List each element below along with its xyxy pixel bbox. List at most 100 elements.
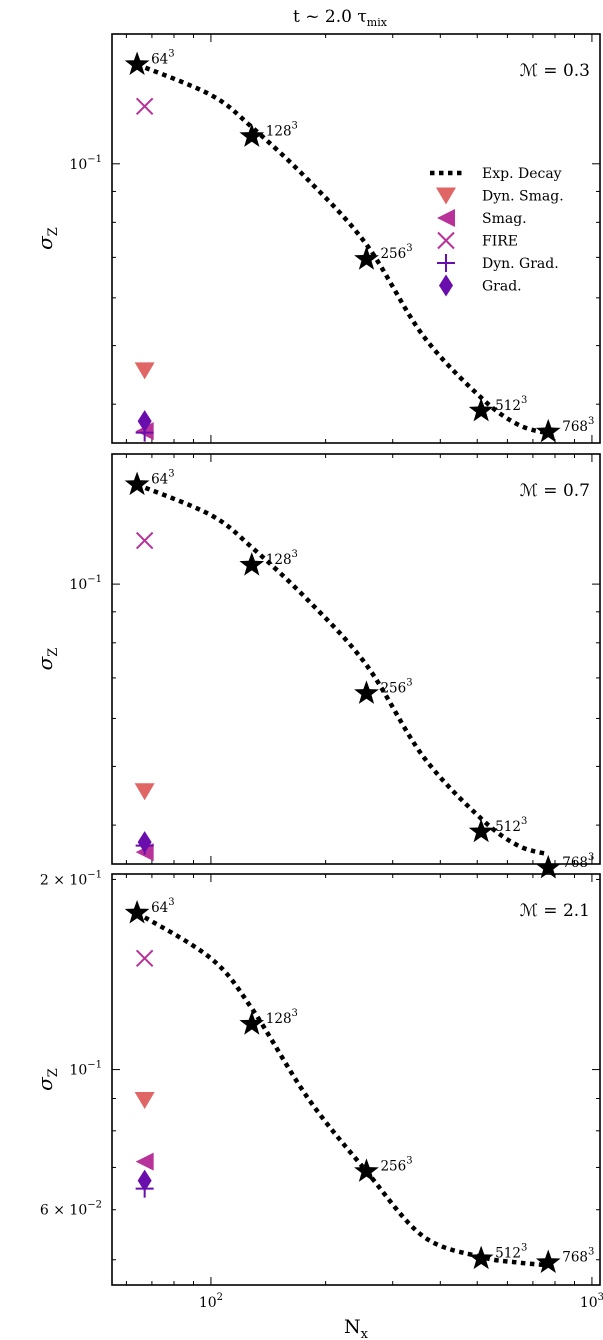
ylabel-main: σ [33, 235, 57, 250]
y-tick-label: 10−1 [69, 574, 102, 593]
resolution-star [239, 552, 265, 576]
x-ticks [125, 34, 593, 443]
resolution-star [354, 680, 379, 704]
legend-item: Exp. Decay [430, 166, 562, 182]
legend-item: Grad. [439, 274, 522, 297]
resolution-star [239, 123, 265, 147]
legend: Exp. Decay Dyn. Smag. Smag. FIRE Dyn. Grad. G… [430, 166, 564, 297]
x-tick-label-exponent: 2 [217, 1292, 223, 1303]
plot-frame [111, 873, 601, 1286]
resolution-star [124, 471, 150, 496]
plot-frame [111, 33, 601, 444]
resolution-label: 643 [151, 49, 175, 68]
resolution-label-base: 256 [380, 680, 406, 696]
y-ticks [112, 878, 600, 1261]
resolution-label: 2563 [380, 1155, 412, 1174]
resolution-star [535, 418, 561, 443]
resolution-label: 1283 [266, 549, 298, 568]
resolution-label-base: 256 [380, 1158, 406, 1174]
legend-label: Grad. [482, 279, 522, 295]
resolution-label-exponent: 3 [292, 549, 298, 560]
resolution-label-base: 64 [151, 52, 168, 68]
resolution-star [468, 1245, 494, 1270]
y-tick-label-base: 10 [69, 157, 87, 173]
x-ticks [125, 454, 593, 864]
y-tick-label-exponent: −1 [87, 869, 102, 880]
y-tick-label: 6 × 10−2 [40, 1200, 102, 1219]
resolution-star [535, 854, 561, 879]
y-axis-label: σZ [33, 1068, 61, 1091]
legend-symbol [437, 231, 455, 250]
y-axis-label: σZ [33, 648, 61, 671]
legend-item: Smag. [437, 209, 527, 227]
marker-fire [135, 97, 154, 116]
resolution-label: 7683 [562, 852, 594, 871]
resolution-star [124, 899, 150, 924]
y-tick-label-base: 2 × 10 [40, 872, 87, 888]
resolution-label-base: 512 [495, 398, 521, 414]
resolution-label: 1283 [266, 120, 298, 139]
resolution-star [354, 246, 379, 270]
plot-frame [111, 453, 601, 865]
marker-grad [137, 1169, 152, 1192]
marker-dyn-smag [134, 783, 155, 801]
resolution-label: 7683 [562, 1246, 594, 1265]
legend-label: Smag. [482, 211, 527, 227]
resolution-label-exponent: 3 [406, 1155, 412, 1166]
y-tick-label: 10−1 [69, 1060, 102, 1079]
marker-dyn-smag [134, 1092, 155, 1110]
exp-decay-curve [136, 482, 549, 857]
legend-label: FIRE [482, 234, 518, 250]
resolution-label: 643 [151, 897, 175, 916]
resolution-label-base: 768 [562, 419, 588, 435]
resolution-label-exponent: 3 [406, 677, 412, 688]
mach-number-label: ℳ = 0.7 [520, 481, 590, 501]
legend-item: Dyn. Grad. [437, 254, 559, 272]
resolution-star [354, 1158, 379, 1182]
resolution-label: 5123 [495, 816, 527, 835]
resolution-label-base: 768 [562, 855, 588, 871]
legend-label: Dyn. Smag. [482, 189, 564, 205]
resolution-label-exponent: 3 [168, 469, 174, 480]
resolution-label-base: 768 [562, 1249, 588, 1265]
exp-decay-curve [136, 62, 549, 436]
legend-symbol [437, 254, 455, 272]
x-ticks [125, 874, 593, 1285]
resolution-label-exponent: 3 [292, 1008, 298, 1019]
y-ticks [112, 163, 600, 405]
resolution-label-exponent: 3 [588, 1246, 594, 1257]
legend-label: Dyn. Grad. [482, 256, 559, 272]
xlabel-subscript: x [361, 1327, 369, 1340]
legend-label: Exp. Decay [482, 166, 562, 182]
ylabel-subscript: Z [46, 1068, 61, 1077]
resolution-label-exponent: 3 [521, 395, 527, 406]
resolution-label-exponent: 3 [168, 49, 174, 60]
marker-grad [137, 831, 152, 854]
legend-symbol [439, 274, 453, 297]
resolution-label-base: 128 [266, 123, 292, 139]
resolution-label-base: 512 [495, 1246, 521, 1262]
legend-item: FIRE [437, 231, 518, 250]
resolution-star [239, 1011, 265, 1035]
marker-fire [135, 531, 154, 550]
x-tick-label-base: 10 [580, 1295, 598, 1311]
resolution-label: 643 [151, 469, 175, 488]
ylabel-subscript: Z [46, 227, 61, 236]
resolution-star [535, 1249, 561, 1273]
x-tick-label-exponent: 3 [598, 1292, 603, 1303]
mach-number-label: ℳ = 2.1 [520, 901, 590, 921]
resolution-star [468, 397, 494, 422]
resolution-label: 7683 [562, 416, 594, 435]
resolution-label-exponent: 3 [521, 1243, 527, 1254]
resolution-label-exponent: 3 [588, 416, 594, 427]
resolution-star [124, 51, 150, 76]
resolution-label: 2563 [380, 243, 412, 262]
resolution-label: 5123 [495, 1243, 527, 1262]
resolution-label: 5123 [495, 395, 527, 414]
y-tick-label: 10−1 [69, 154, 102, 173]
legend-item: Dyn. Smag. [436, 187, 564, 205]
y-tick-label-exponent: −1 [87, 1060, 102, 1071]
y-axis-label: σZ [33, 227, 61, 250]
